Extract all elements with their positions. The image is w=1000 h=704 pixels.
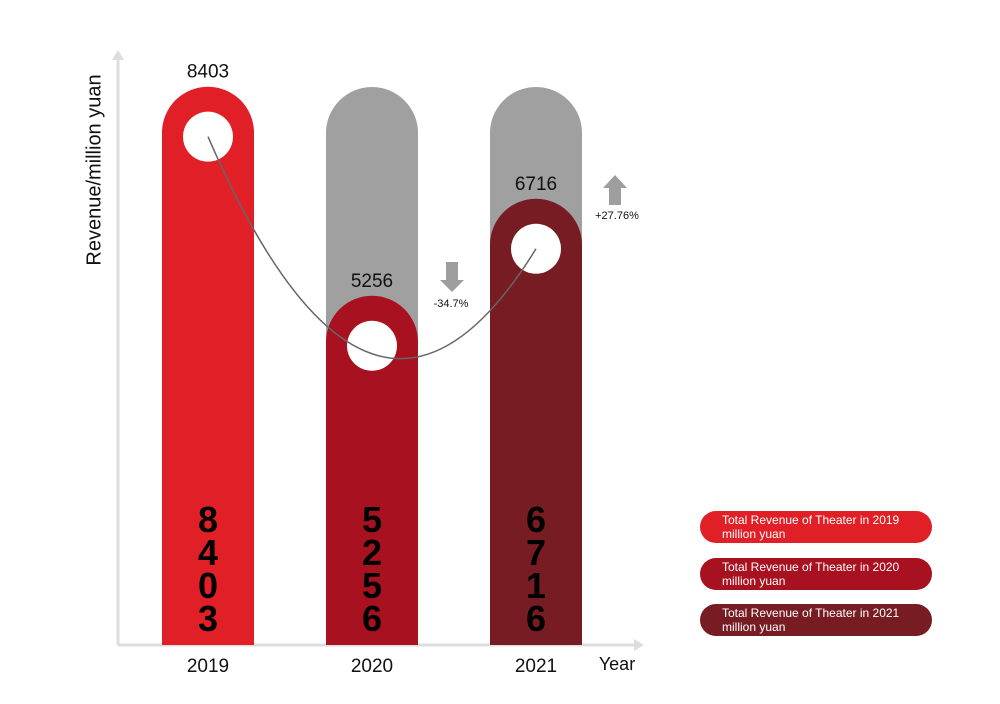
bar-digits: 5256 — [361, 499, 383, 639]
up-arrow — [603, 175, 627, 205]
y-axis-arrow — [112, 50, 124, 60]
value-label: 8403 — [187, 62, 229, 83]
x-tick-label: 2020 — [351, 656, 393, 677]
y-axis-label: Revenue/million yuan — [83, 74, 105, 265]
bars — [162, 86, 582, 645]
annotation: -34.7% — [434, 298, 469, 310]
legend-item: Total Revenue of Theater in 2019 million… — [700, 511, 932, 543]
x-axis-arrow — [634, 639, 644, 651]
down-arrow — [440, 262, 464, 292]
x-axis-label: Year — [599, 654, 635, 674]
legend-item: Total Revenue of Theater in 2021 million… — [700, 604, 932, 636]
value-label: 6716 — [515, 174, 557, 195]
x-tick-label: 2019 — [187, 656, 229, 677]
bar-digits: 8403 — [197, 499, 219, 639]
bar — [326, 295, 418, 645]
bar — [162, 86, 254, 645]
x-tick-label: 2021 — [515, 656, 557, 677]
trend-curve — [207, 136, 537, 360]
legend-item: Total Revenue of Theater in 2020 million… — [700, 557, 932, 590]
bar-dot — [347, 320, 397, 371]
value-label: 5256 — [351, 271, 393, 292]
annotation: +27.76% — [595, 210, 639, 222]
bar-digits: 6716 — [525, 499, 547, 639]
bar — [490, 198, 582, 645]
